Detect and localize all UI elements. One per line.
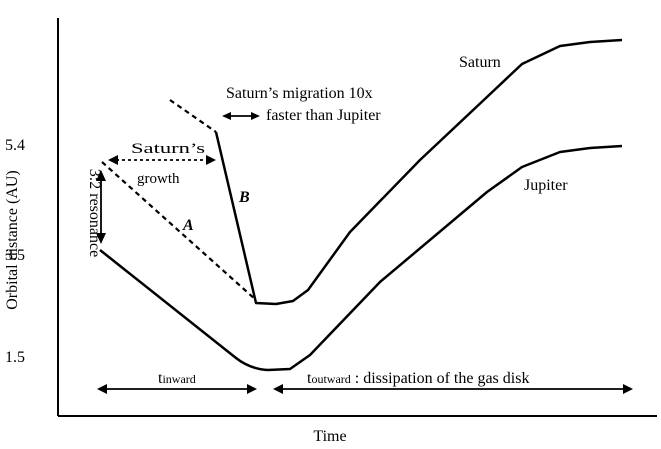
y-tick-label-5-4: 5.4 [5, 137, 25, 154]
t-outward-arrowhead-right [623, 384, 633, 394]
resonance-arrowhead-down [96, 233, 106, 244]
resonance-arrowhead-up [96, 170, 106, 181]
y-axis-label: Orbital distance (AU) [4, 170, 21, 310]
saturn-dashed-approach [169, 99, 217, 133]
x-axis-label: Time [313, 428, 346, 445]
saturn-growth-label-2: growth [137, 171, 180, 187]
migration-label-line1: Saturn’s migration 10x [226, 85, 373, 102]
migration-arrowhead-right [251, 112, 260, 120]
resonance-label: 3:2 resonance [86, 169, 103, 257]
y-tick-label-3-5: 3.5 [5, 247, 25, 264]
t-inward-arrowhead-right [247, 384, 257, 394]
jupiter-label: Jupiter [524, 177, 568, 194]
path-a-label: A [182, 217, 194, 234]
y-tick-label-1-5: 1.5 [5, 349, 25, 366]
saturn-label: Saturn [459, 54, 501, 71]
t-outward-arrowhead-left [273, 384, 283, 394]
migration-arrowhead-left [222, 112, 231, 120]
path-b-label: B [238, 189, 250, 206]
t-inward-label: tinward [158, 370, 196, 387]
migration-label-line2: faster than Jupiter [266, 107, 381, 124]
path-a-dashed-line [101, 161, 257, 301]
saturn-curve [214, 38, 623, 306]
jupiter-curve [99, 144, 623, 372]
saturn-growth-arrowhead-right [206, 155, 216, 165]
t-outward-label: toutward : dissipation of the gas disk [307, 370, 529, 387]
t-inward-arrowhead-left [97, 384, 107, 394]
saturn-growth-label: Saturn’s [131, 141, 205, 157]
saturn-growth-arrowhead-left [108, 155, 118, 165]
